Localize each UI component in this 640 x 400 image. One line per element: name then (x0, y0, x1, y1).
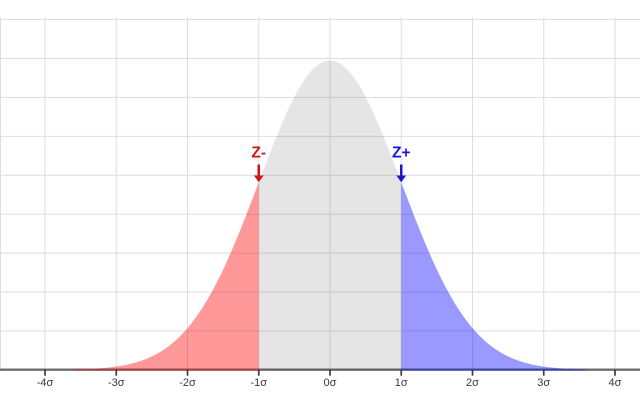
svg-text:-4σ: -4σ (37, 377, 54, 389)
svg-text:0σ: 0σ (324, 377, 337, 389)
svg-text:1σ: 1σ (395, 377, 408, 389)
svg-text:-3σ: -3σ (108, 377, 125, 389)
svg-text:2σ: 2σ (466, 377, 479, 389)
svg-text:Z+: Z+ (392, 145, 411, 162)
svg-text:3σ: 3σ (537, 377, 550, 389)
svg-text:-1σ: -1σ (250, 377, 267, 389)
svg-text:4σ: 4σ (609, 377, 622, 389)
svg-text:-2σ: -2σ (179, 377, 196, 389)
svg-text:Z-: Z- (251, 145, 266, 162)
